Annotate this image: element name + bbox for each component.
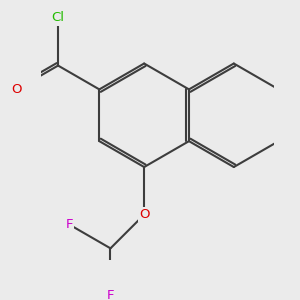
Text: O: O: [12, 83, 22, 96]
Text: Cl: Cl: [52, 11, 64, 25]
Text: O: O: [139, 208, 149, 221]
Text: F: F: [107, 290, 114, 300]
Text: F: F: [65, 218, 73, 231]
